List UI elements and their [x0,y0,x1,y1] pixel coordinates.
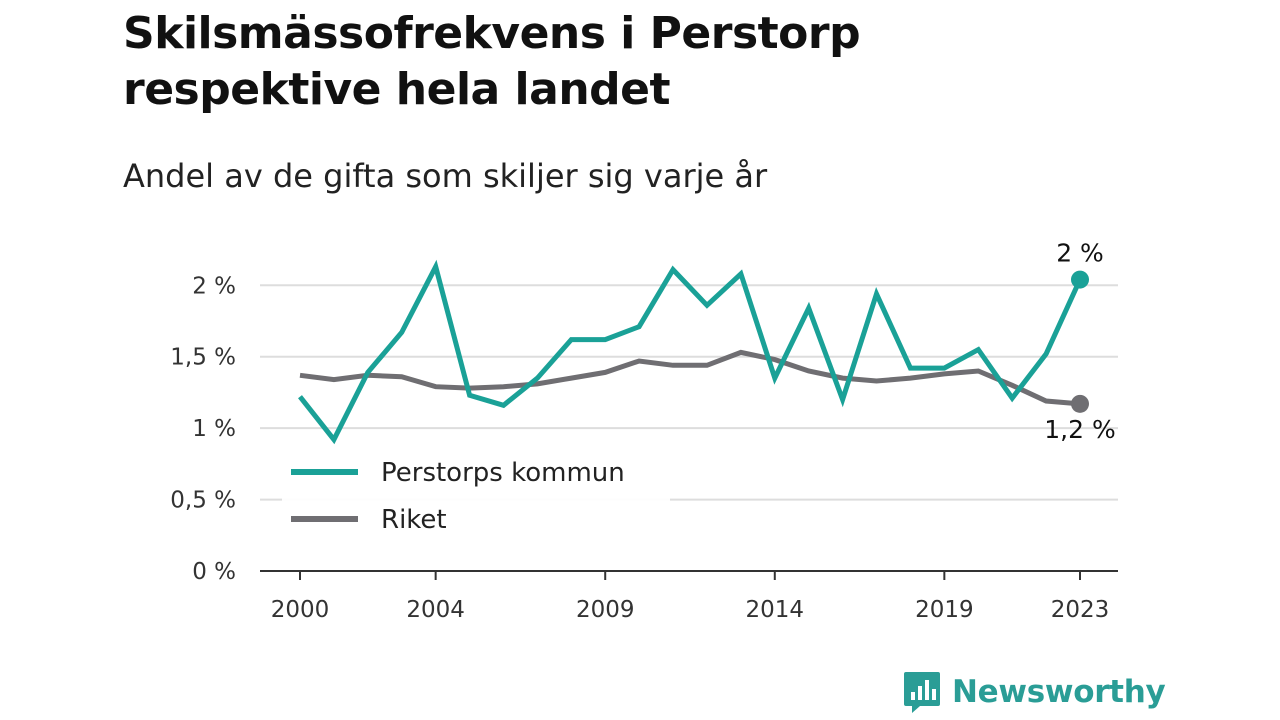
axes: 0 % 0,5 % 1 % 1,5 % 2 % 2000 2004 2009 2014 2019 2… [170,273,1118,623]
end-label-riket: 1,2 % [1044,415,1115,444]
end-label-perstorp: 2 % [1056,239,1104,268]
legend-label: Perstorps kommun [381,458,625,488]
x-tick-label: 2019 [915,597,974,623]
newsworthy-logo-icon [904,672,940,713]
chart-title: Skilsmässofrekvens i Perstorp respektive… [123,8,861,115]
legend: Perstorps kommun Riket [282,452,670,544]
y-tick-label: 0,5 % [170,488,236,514]
series-line-perstorp [298,259,1083,445]
y-tick-label: 1,5 % [170,345,236,371]
brand: Newsworthy [902,668,1166,716]
series-lines: 2 % 1,2 % [298,239,1116,445]
legend-label: Riket [381,505,447,535]
end-point-perstorp [1071,270,1089,289]
x-tick-label: 2004 [406,597,465,623]
end-point-riket [1071,394,1089,413]
series-line-riket [299,349,1081,407]
y-tick-label: 2 % [192,273,236,299]
x-tick-label: 2014 [746,597,805,623]
x-tick-label: 2009 [576,597,635,623]
brand-name: Newsworthy [952,674,1166,710]
chart-subtitle: Andel av de gifta som skiljer sig varje … [123,157,768,195]
x-tick-label: 2000 [271,597,330,623]
y-tick-label: 0 % [192,559,236,585]
x-tick-label: 2023 [1051,597,1110,623]
legend-background [282,452,670,544]
y-tick-label: 1 % [192,416,236,442]
